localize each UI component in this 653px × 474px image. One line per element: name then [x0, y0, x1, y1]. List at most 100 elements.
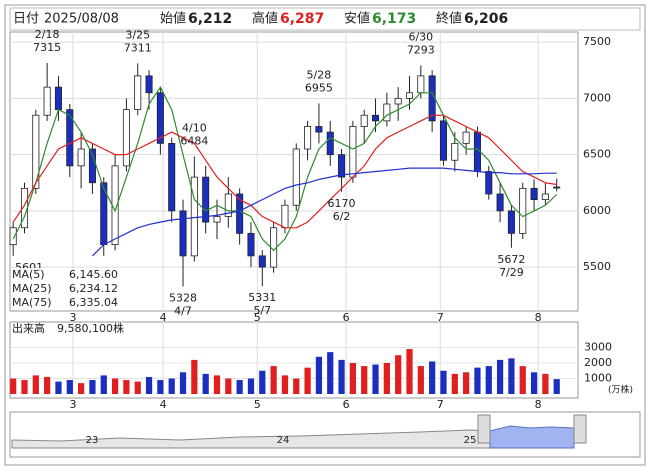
volume-bar: [32, 375, 39, 394]
candle-body: [292, 148, 300, 206]
annotation-value: 5331: [248, 291, 276, 304]
x-tick-label: 5: [254, 398, 261, 411]
volume-bar: [179, 372, 187, 394]
volume-tick-label: 3000: [584, 340, 612, 353]
close: 6,206: [464, 11, 508, 27]
navigator-handle[interactable]: [573, 414, 587, 444]
volume-bar: [496, 359, 504, 394]
navigator-selection: [489, 425, 575, 449]
candle-body: [338, 154, 346, 178]
x-tick-label: 6: [343, 311, 350, 324]
candle-body: [224, 193, 232, 217]
candle-body: [507, 210, 515, 234]
x-tick-label: 4: [160, 311, 167, 324]
y-tick-label: 5500: [583, 260, 611, 273]
candle-body: [281, 204, 289, 229]
navigator-label: 23: [86, 435, 99, 446]
legend-value: 6,145.60: [69, 268, 118, 281]
date: 2025/08/08: [44, 12, 119, 27]
annotation-date: 5/7: [253, 304, 271, 317]
volume-latest: 9,580,100株: [57, 321, 124, 335]
candle-body: [66, 109, 74, 167]
candle-body: [88, 148, 96, 184]
x-tick-label: 6: [343, 398, 350, 411]
candle-body: [462, 131, 470, 144]
volume-bar: [281, 375, 289, 394]
candle-body: [168, 142, 176, 212]
legend-value: 6,335.04: [69, 296, 118, 309]
open: 6,212: [188, 11, 232, 27]
candle-body: [145, 75, 153, 94]
candle-body: [496, 193, 504, 212]
candle-body: [258, 255, 266, 268]
volume-bar: [21, 380, 28, 394]
candle-body: [9, 227, 17, 246]
volume-bar: [327, 352, 334, 394]
ma-line: [12, 114, 557, 229]
candle-body: [179, 210, 187, 257]
candle-body: [439, 120, 447, 161]
date-label: 日付: [13, 12, 39, 27]
legend-name: MA(5): [12, 268, 45, 281]
candle-body: [383, 103, 391, 122]
volume-bar: [293, 378, 300, 394]
legend-bg: [11, 296, 119, 310]
candle-body: [122, 109, 130, 167]
volume-bar: [55, 381, 62, 394]
volume-bar: [270, 366, 277, 394]
x-tick-label: 4: [160, 398, 167, 411]
annotation-date: 5/28: [307, 68, 332, 81]
x-tick-label: 7: [437, 398, 444, 411]
volume-bar: [315, 356, 323, 394]
volume-tick-label: 2000: [584, 356, 612, 369]
volume-bar: [508, 358, 515, 394]
volume-bar: [395, 355, 402, 394]
annotation-value: 5672: [497, 253, 525, 266]
volume-bar: [225, 378, 232, 394]
candle-body: [32, 114, 40, 189]
annotation-date: 2/18: [35, 28, 60, 41]
candle-body: [156, 92, 164, 144]
volume-bar: [44, 376, 51, 394]
legend-value: 6,234.12: [69, 282, 118, 295]
volume-bar: [191, 359, 198, 394]
volume-bar: [134, 381, 141, 394]
candle-body: [304, 126, 312, 150]
volume-bar: [542, 373, 549, 394]
candle-body: [43, 86, 51, 116]
annotation-value: 7293: [407, 43, 435, 56]
x-tick-label: 3: [69, 398, 76, 411]
candle-body: [451, 142, 459, 161]
volume-bar: [474, 367, 481, 394]
price-panel: [9, 31, 579, 312]
volume-bar: [519, 366, 526, 394]
candle-body: [77, 148, 85, 167]
volume-bar: [304, 367, 311, 394]
volume-bar: [157, 380, 164, 394]
close-label: 終値: [436, 11, 462, 27]
volume-bar: [213, 375, 221, 394]
candle-body: [349, 126, 357, 178]
volume-bar: [77, 383, 85, 394]
volume-bar: [123, 380, 130, 394]
volume-bar: [349, 362, 356, 394]
volume-bar: [247, 378, 255, 394]
volume-bar: [236, 380, 243, 394]
candle-body: [541, 193, 549, 201]
candle-body: [553, 186, 561, 189]
x-tick-label: 8: [535, 398, 542, 411]
annotation-value: 6955: [305, 81, 333, 94]
annotation-value: 6170: [328, 197, 356, 210]
volume-bar: [485, 366, 492, 394]
x-tick-label: 3: [69, 311, 76, 324]
volume-unit: (万株): [608, 384, 633, 396]
candle-body: [190, 176, 198, 257]
y-tick-label: 6000: [583, 204, 611, 217]
navigator-handle[interactable]: [477, 414, 491, 444]
volume-panel: [9, 321, 579, 399]
legend-bg: [11, 282, 119, 296]
candle-body: [530, 187, 538, 201]
candle-body: [315, 126, 323, 133]
volume-bar: [463, 372, 470, 394]
